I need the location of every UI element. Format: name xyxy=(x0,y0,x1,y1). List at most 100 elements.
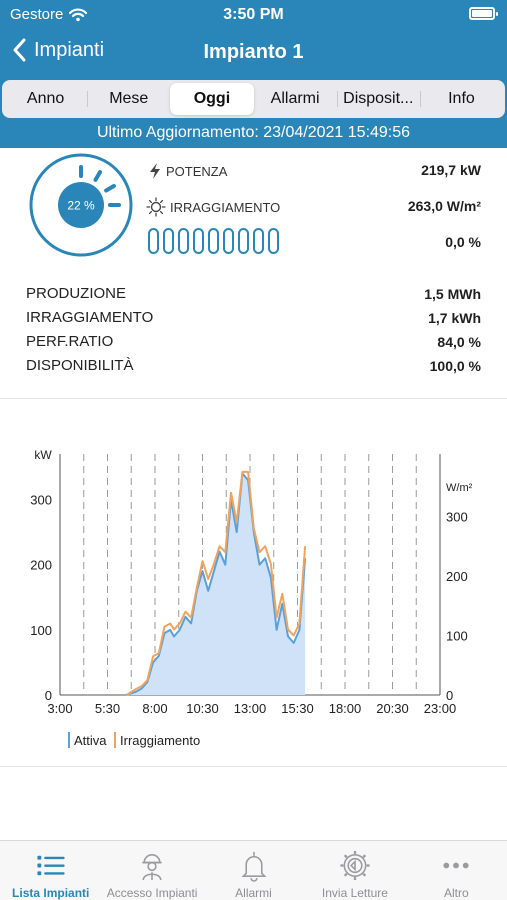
y-tick-label: 200 xyxy=(30,558,52,573)
gauge-tick xyxy=(106,220,114,225)
sun-icon xyxy=(146,197,166,217)
power-gauge: 22 % xyxy=(29,153,133,257)
gauge-tick xyxy=(48,220,56,225)
gauge-tick xyxy=(62,172,67,180)
segmented-control: Anno Mese Oggi Allarmi Disposit... Info xyxy=(2,80,505,118)
y2-tick-label: 300 xyxy=(446,509,468,524)
stat-value-perf-ratio: 84,0 % xyxy=(437,334,481,350)
legend: Attiva Irraggiamento xyxy=(68,732,200,748)
tab-item-invia-letture[interactable]: Invia Letture xyxy=(304,841,405,900)
gauge-tick xyxy=(62,230,67,238)
x-tick-label: 13:00 xyxy=(234,701,267,716)
digit xyxy=(238,228,249,254)
x-tick-label: 20:30 xyxy=(376,701,409,716)
back-button[interactable]: Impianti xyxy=(12,38,104,62)
tab-mese[interactable]: Mese xyxy=(87,83,170,115)
tab-item-label: Allarmi xyxy=(235,886,272,900)
y-tick-label: 300 xyxy=(30,493,52,508)
divider xyxy=(0,766,507,767)
series-attiva-area xyxy=(126,473,306,695)
gauge-tick xyxy=(48,186,56,191)
digit xyxy=(193,228,204,254)
tab-item-accesso-impianti[interactable]: Accesso Impianti xyxy=(101,841,202,900)
y-tick-label: 100 xyxy=(30,623,52,638)
series-irraggiamento-line xyxy=(125,470,307,696)
tab-item-label: Lista Impianti xyxy=(12,886,90,900)
x-tick-label: 5:30 xyxy=(95,701,120,716)
stat-label-disponibilita: DISPONIBILITÀ xyxy=(26,357,134,374)
irraggiamento-value: 263,0 W/m² xyxy=(407,198,481,214)
x-tick-label: 15:30 xyxy=(281,701,314,716)
legend-label-irraggiamento: Irraggiamento xyxy=(120,733,200,748)
tab-item-lista-impianti[interactable]: Lista Impianti xyxy=(0,841,101,900)
last-update-bar: Ultimo Aggiornamento: 23/04/2021 15:49:5… xyxy=(0,118,507,148)
digit xyxy=(208,228,219,254)
gear-icon xyxy=(340,850,370,881)
y2-tick-label: 0 xyxy=(446,688,453,703)
digit xyxy=(148,228,159,254)
y2-tick-label: 100 xyxy=(446,628,468,643)
x-tick-label: 23:00 xyxy=(424,701,457,716)
chevron-left-icon xyxy=(13,38,26,62)
tab-item-label: Invia Letture xyxy=(321,886,388,900)
production-chart: 3:00 5:30 8:00 10:30 13:00 15:30 18:00 20:30 23:… xyxy=(30,448,473,748)
tab-item-altro[interactable]: Altro xyxy=(406,841,507,900)
potenza-value: 219,7 kW xyxy=(421,162,481,178)
tab-item-allarmi[interactable]: Allarmi xyxy=(203,841,304,900)
potenza-label: POTENZA xyxy=(166,163,228,179)
nav-bar: Impianti Impianto 1 xyxy=(0,34,507,74)
stat-value-produzione: 1,5 MWh xyxy=(424,286,481,302)
irraggiamento-row: IRRAGGIAMENTO xyxy=(146,197,280,217)
stat-label-perf-ratio: PERF.RATIO xyxy=(26,333,114,350)
legend-label-attiva: Attiva xyxy=(74,733,107,748)
y2-tick-label: 200 xyxy=(446,569,468,584)
digit xyxy=(178,228,189,254)
bell-icon xyxy=(240,851,267,882)
tab-oggi[interactable]: Oggi xyxy=(170,83,254,115)
gauge-tick xyxy=(93,170,102,182)
digit xyxy=(223,228,234,254)
gauge-tick xyxy=(104,184,116,193)
gauge-tick xyxy=(96,230,101,238)
stat-value-irraggiamento: 1,7 kWh xyxy=(428,310,481,326)
tab-item-label: Accesso Impianti xyxy=(106,886,198,900)
x-tick-label: 3:00 xyxy=(47,701,72,716)
y2-axis-unit: W/m² xyxy=(446,482,473,494)
back-label: Impianti xyxy=(34,38,105,61)
gauge-percent: 22 % xyxy=(67,199,95,213)
digits-value: 0,0 % xyxy=(445,234,481,250)
lightning-icon xyxy=(150,163,160,179)
segments-wrap: Anno Mese Oggi Allarmi Disposit... Info xyxy=(0,80,507,118)
digit-display xyxy=(148,228,279,254)
legend-swatch-attiva xyxy=(68,732,70,748)
legend-swatch-irraggiamento xyxy=(114,732,116,748)
tab-info[interactable]: Info xyxy=(419,83,503,115)
tab-bar: Lista Impianti Accesso Impianti Allarmi Inv… xyxy=(0,840,507,900)
digit xyxy=(163,228,174,254)
divider xyxy=(0,398,507,399)
stat-value-disponibilita: 100,0 % xyxy=(429,358,481,374)
more-icon xyxy=(443,862,469,869)
wifi-icon xyxy=(69,8,88,21)
x-tick-label: 10:30 xyxy=(186,701,219,716)
header: Gestore 3:50 PM Impianti Impianto 1 xyxy=(0,0,507,80)
tab-allarmi[interactable]: Allarmi xyxy=(270,90,320,107)
stat-label-produzione: PRODUZIONE xyxy=(26,285,127,302)
carrier: Gestore xyxy=(10,6,88,23)
tab-disposit[interactable]: Disposit... xyxy=(336,83,420,115)
worker-icon xyxy=(142,854,162,881)
tab-item-label: Altro xyxy=(443,886,469,900)
x-tick-label: 18:00 xyxy=(329,701,362,716)
stat-label-irraggiamento: IRRAGGIAMENTO xyxy=(26,309,154,326)
irraggiamento-label: IRRAGGIAMENTO xyxy=(170,199,281,215)
y-axis-unit: kW xyxy=(34,448,52,462)
status-bar: Gestore 3:50 PM xyxy=(0,0,507,30)
battery-icon xyxy=(469,7,498,20)
status-time: 3:50 PM xyxy=(223,6,284,23)
digit xyxy=(253,228,264,254)
y-tick-label: 0 xyxy=(45,688,52,703)
tab-anno[interactable]: Anno xyxy=(26,90,65,107)
potenza-row: POTENZA xyxy=(148,162,227,180)
x-tick-label: 8:00 xyxy=(142,701,167,716)
digit xyxy=(268,228,279,254)
